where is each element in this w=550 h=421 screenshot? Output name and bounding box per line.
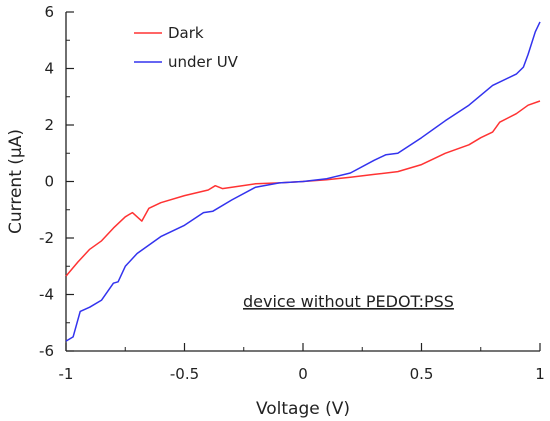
x-axis-label: Voltage (V) (256, 399, 350, 419)
x-tick-label: -0.5 (170, 365, 199, 383)
legend: Dark under UV (134, 24, 239, 71)
annotation-text: device without PEDOT:PSS (243, 292, 454, 311)
series-line-dark (65, 100, 541, 277)
x-tick-label: 0 (298, 365, 308, 383)
x-tick-label: 0.5 (410, 365, 434, 383)
y-axis-label: Current (μA) (6, 129, 26, 234)
ticks: -1 -0.5 0 0.5 1 -6 -4 -2 0 2 4 6 (39, 3, 545, 383)
y-tick-label: 4 (44, 60, 54, 78)
legend-label: under UV (168, 53, 239, 71)
y-tick-label: 6 (44, 3, 54, 21)
series-lines (65, 21, 541, 342)
y-tick-label: -4 (39, 286, 54, 304)
y-tick-label: -2 (39, 229, 54, 247)
y-tick-label: 2 (44, 116, 54, 134)
legend-label: Dark (168, 24, 204, 42)
y-tick-label: 0 (44, 173, 54, 191)
y-tick-label: -6 (39, 342, 54, 360)
series-line-under-uv (65, 21, 541, 342)
x-tick-label: 1 (535, 365, 545, 383)
x-tick-label: -1 (59, 365, 74, 383)
